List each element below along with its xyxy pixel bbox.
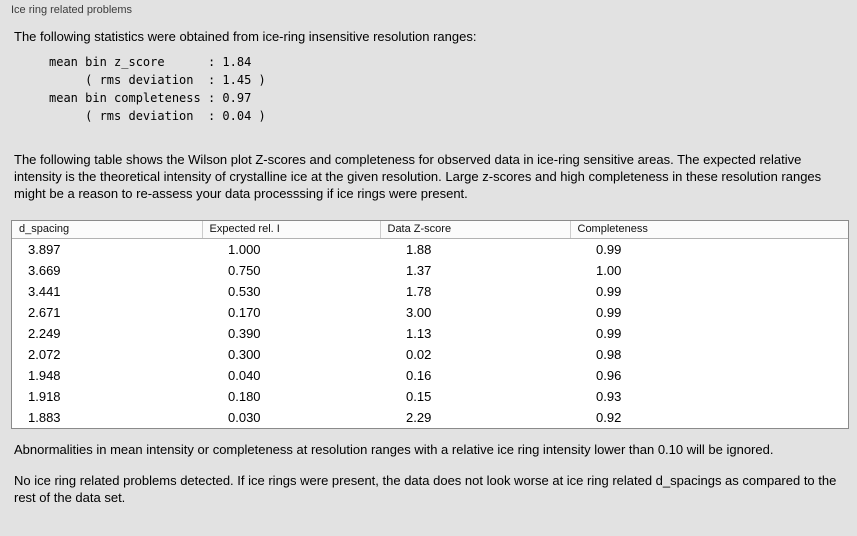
table-cell: 1.13 <box>406 326 432 341</box>
description-text: The following table shows the Wilson plo… <box>14 152 822 201</box>
table-cell: 0.16 <box>406 368 432 383</box>
table-cell: 1.948 <box>28 368 61 383</box>
table-row[interactable]: 3.669 0.750 1.37 1.00 <box>12 260 848 281</box>
column-header-completeness[interactable]: Completeness <box>570 221 848 239</box>
table-cell: 1.00 <box>596 263 622 278</box>
stats-line: ( rms deviation : 1.45 ) <box>49 73 266 87</box>
table-row[interactable]: 2.671 0.170 3.00 0.99 <box>12 302 848 323</box>
conclusion-text: No ice ring related problems detected. I… <box>14 473 837 505</box>
table-cell: 0.02 <box>406 347 432 362</box>
table-cell: 0.98 <box>596 347 622 362</box>
table-cell: 1.918 <box>28 389 61 404</box>
table-cell: 1.88 <box>406 242 432 257</box>
table-cell: 2.072 <box>28 347 61 362</box>
table-cell: 2.249 <box>28 326 61 341</box>
table-cell: 3.00 <box>406 305 432 320</box>
table-cell: 2.29 <box>406 410 432 425</box>
table-cell: 1.78 <box>406 284 432 299</box>
stats-block: mean bin z_score : 1.84 ( rms deviation … <box>49 53 846 125</box>
table-row[interactable]: 2.072 0.300 0.02 0.98 <box>12 344 848 365</box>
table-cell: 0.96 <box>596 368 622 383</box>
table-cell: 0.530 <box>228 284 261 299</box>
table-row[interactable]: 3.897 1.000 1.88 0.99 <box>12 239 848 261</box>
table-cell: 2.671 <box>28 305 61 320</box>
table-header-row: d_spacing Expected rel. I Data Z-score Comp… <box>12 221 848 239</box>
stats-line: mean bin completeness : 0.97 <box>49 91 252 105</box>
column-header-data-z-score[interactable]: Data Z-score <box>380 221 571 239</box>
table-cell: 0.300 <box>228 347 261 362</box>
table-cell: 0.750 <box>228 263 261 278</box>
table-cell: 0.030 <box>228 410 261 425</box>
table-cell: 3.669 <box>28 263 61 278</box>
intro-text: The following statistics were obtained f… <box>14 29 477 44</box>
bottom-notes: Abnormalities in mean intensity or compl… <box>11 441 846 506</box>
table-cell: 0.15 <box>406 389 432 404</box>
ice-ring-table: d_spacing Expected rel. I Data Z-score Comp… <box>11 220 849 429</box>
table-cell: 0.99 <box>596 326 622 341</box>
table-row[interactable]: 1.918 0.180 0.15 0.93 <box>12 386 848 407</box>
table-cell: 3.897 <box>28 242 61 257</box>
column-header-expected-rel-i[interactable]: Expected rel. I <box>202 221 381 239</box>
table-cell: 0.92 <box>596 410 622 425</box>
column-header-d-spacing[interactable]: d_spacing <box>12 221 203 239</box>
table-cell: 3.441 <box>28 284 61 299</box>
table-row[interactable]: 2.249 0.390 1.13 0.99 <box>12 323 848 344</box>
table-cell: 0.180 <box>228 389 261 404</box>
table-cell: 0.170 <box>228 305 261 320</box>
stats-line: mean bin z_score : 1.84 <box>49 55 252 69</box>
table-cell: 0.99 <box>596 284 622 299</box>
table-cell: 0.99 <box>596 305 622 320</box>
table-row[interactable]: 1.883 0.030 2.29 0.92 <box>12 407 848 428</box>
table-cell: 1.37 <box>406 263 432 278</box>
table-cell: 1.883 <box>28 410 61 425</box>
panel-title: Ice ring related problems <box>11 4 133 16</box>
table-cell: 0.93 <box>596 389 622 404</box>
table-body: 3.897 1.000 1.88 0.99 3.669 0.750 1.37 1.00 3.44… <box>12 239 848 429</box>
note-text: Abnormalities in mean intensity or compl… <box>14 442 774 457</box>
table-cell: 0.040 <box>228 368 261 383</box>
table-row[interactable]: 3.441 0.530 1.78 0.99 <box>12 281 848 302</box>
table-cell: 1.000 <box>228 242 261 257</box>
stats-line: ( rms deviation : 0.04 ) <box>49 109 266 123</box>
table-cell: 0.99 <box>596 242 622 257</box>
table-cell: 0.390 <box>228 326 261 341</box>
table-row[interactable]: 1.948 0.040 0.16 0.96 <box>12 365 848 386</box>
